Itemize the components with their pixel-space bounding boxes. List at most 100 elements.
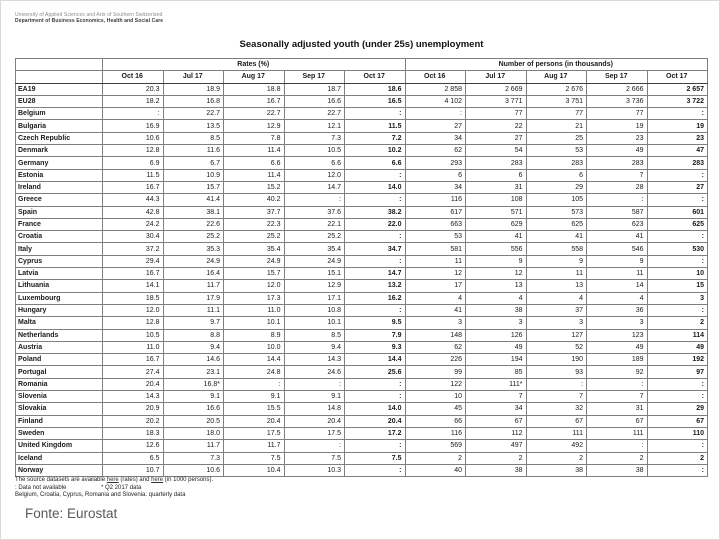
- rate-cell: 13.2: [344, 279, 406, 293]
- persons-cell: 12: [404, 267, 466, 281]
- persons-cell: 9: [586, 254, 648, 269]
- persons-cell: 99: [404, 365, 466, 379]
- persons-cell: 3 722: [646, 94, 708, 109]
- rate-cell: 14.7: [344, 267, 406, 281]
- rate-cell: 7.5: [283, 451, 345, 465]
- table-row: Latvia 16.7 16.4 15.7 15.1 14.7 12 12 11 11 10: [15, 267, 708, 281]
- country-cell: France: [15, 217, 103, 232]
- persons-cell: 38: [525, 463, 587, 478]
- rate-cell: 16.5: [344, 94, 406, 109]
- country-cell: Belgium: [15, 107, 103, 121]
- rate-cell: 8.9: [223, 328, 285, 342]
- persons-cell: 581: [404, 242, 466, 256]
- rate-cell: :: [344, 168, 406, 182]
- table-row: Croatia 30.4 25.2 25.2 25.2:53 41 41 41:: [15, 230, 708, 244]
- country-cell: Norway: [15, 463, 103, 478]
- source-label: Fonte: Eurostat: [25, 506, 118, 521]
- month-header: Oct 17: [344, 70, 406, 84]
- persons-cell: 34: [404, 180, 466, 195]
- rate-cell: 12.1: [283, 119, 345, 133]
- rate-cell: 11.4: [223, 144, 285, 158]
- persons-cell: 49: [586, 144, 648, 158]
- persons-cell: 617: [404, 205, 466, 219]
- country-cell: EA19: [15, 82, 103, 96]
- country-cell: EU28: [15, 94, 103, 109]
- group-header-row: Rates (%) Number of persons (in thousand…: [15, 57, 708, 72]
- rate-cell: 11.7: [162, 279, 224, 293]
- rate-cell: 9.4: [162, 340, 224, 355]
- persons-cell: 189: [586, 353, 648, 367]
- rate-cell: 16.9: [102, 119, 164, 133]
- rate-cell: 14.0: [344, 402, 406, 416]
- month-header: Jul 17: [162, 70, 224, 84]
- rate-cell: 11.4: [223, 168, 285, 182]
- persons-cell: 625: [525, 217, 587, 232]
- persons-cell: 587: [586, 205, 648, 219]
- persons-cell: 2 669: [465, 82, 527, 96]
- persons-cell: 126: [465, 328, 527, 342]
- country-cell: Luxembourg: [15, 291, 103, 305]
- persons-cell: 85: [465, 365, 527, 379]
- department-name: Department of Business Economics, Health…: [15, 18, 164, 24]
- rate-cell: 24.2: [102, 217, 164, 232]
- persons-cell: 38: [586, 463, 648, 478]
- persons-cell: 34: [465, 402, 527, 416]
- persons-cell: 13: [525, 279, 587, 293]
- rate-cell: :: [344, 303, 406, 318]
- persons-cell: :: [646, 254, 708, 269]
- rate-cell: 10.9: [162, 168, 224, 182]
- rate-cell: 12.6: [102, 439, 164, 453]
- rate-cell: 23.1: [162, 365, 224, 379]
- rate-cell: 15.7: [162, 180, 224, 195]
- rate-cell: 7.3: [283, 131, 345, 146]
- persons-cell: 114: [646, 328, 708, 342]
- table-row: Greece 44.3 41.4 40.2::116 108 105::: [15, 193, 708, 207]
- rates-dataset-link[interactable]: here: [106, 477, 119, 483]
- rate-cell: 35.4: [223, 242, 285, 256]
- rate-cell: :: [344, 439, 406, 453]
- persons-dataset-link[interactable]: here: [151, 477, 164, 483]
- rate-cell: 6.7: [162, 156, 224, 170]
- persons-cell: 62: [404, 340, 466, 355]
- persons-cell: 49: [646, 340, 708, 355]
- rate-cell: 12.0: [223, 279, 285, 293]
- rate-cell: 37.2: [102, 242, 164, 256]
- persons-cell: 27: [465, 131, 527, 146]
- persons-cell: 38: [465, 303, 527, 318]
- persons-cell: 663: [404, 217, 466, 232]
- table-row: Sweden 18.3 18.0 17.5 17.5 17.2 116 112 111 111 11…: [15, 426, 708, 441]
- rate-cell: 38.1: [162, 205, 224, 219]
- rate-cell: 42.8: [102, 205, 164, 219]
- persons-cell: :: [646, 439, 708, 453]
- persons-cell: 4: [525, 291, 587, 305]
- country-cell: Poland: [15, 353, 103, 367]
- persons-cell: 40: [404, 463, 466, 478]
- rate-cell: 12.8: [102, 316, 164, 330]
- persons-cell: 34: [404, 131, 466, 146]
- table-row: Malta 12.8 9.7 10.1 10.1 9.5 3 3 3 3 2: [15, 316, 708, 330]
- table-row: Finland 20.2 20.5 20.4 20.4 20.4 66 67 67 67 67: [15, 414, 708, 428]
- country-cell: Bulgaria: [15, 119, 103, 133]
- country-cell: Ireland: [15, 180, 103, 195]
- rate-cell: 16.7: [102, 267, 164, 281]
- persons-cell: 4 102: [404, 94, 466, 109]
- rate-cell: 25.2: [283, 230, 345, 244]
- persons-cell: 53: [404, 230, 466, 244]
- rate-cell: 17.5: [223, 426, 285, 441]
- persons-cell: 3 751: [525, 94, 587, 109]
- rate-cell: 11.5: [102, 168, 164, 182]
- persons-cell: 41: [525, 230, 587, 244]
- page-title: Seasonally adjusted youth (under 25s) un…: [239, 39, 484, 50]
- rate-cell: 10.5: [102, 328, 164, 342]
- rate-cell: 7.2: [344, 131, 406, 146]
- persons-cell: 2 657: [646, 82, 708, 96]
- persons-cell: 573: [525, 205, 587, 219]
- persons-cell: 36: [586, 303, 648, 318]
- persons-cell: 293: [404, 156, 466, 170]
- persons-cell: 7: [586, 390, 648, 404]
- rate-cell: 20.4: [283, 414, 345, 428]
- persons-cell: 10: [646, 267, 708, 281]
- rate-cell: 14.4: [344, 353, 406, 367]
- country-cell: Slovakia: [15, 402, 103, 416]
